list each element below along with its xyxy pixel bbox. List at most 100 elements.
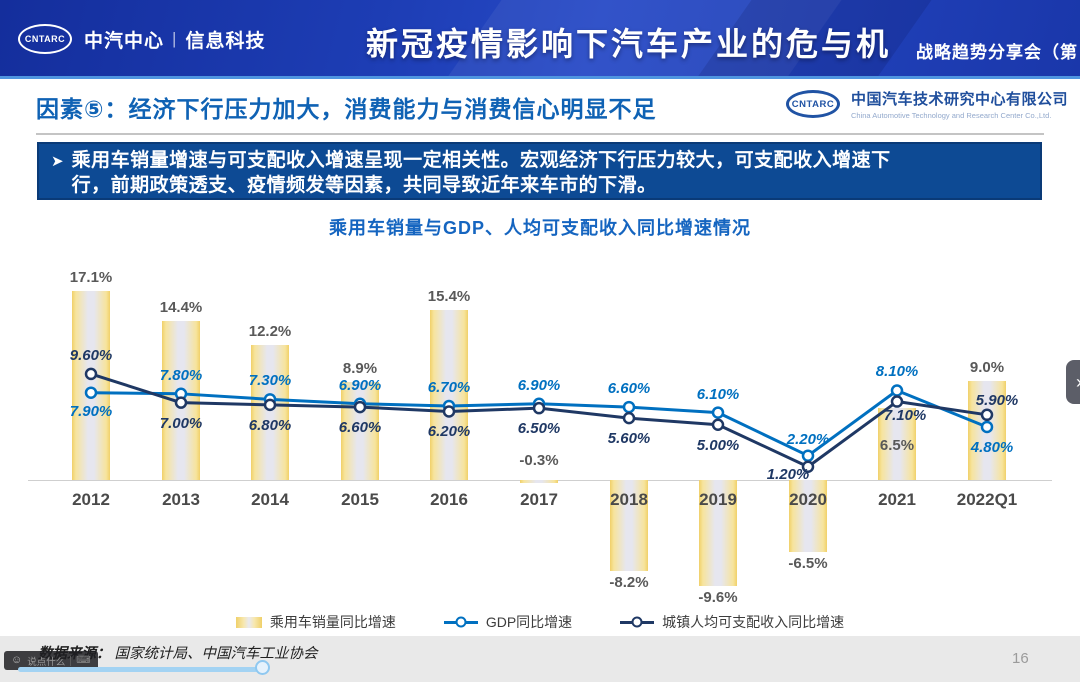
legend-item-income: 城镇人均可支配收入同比增速 xyxy=(620,612,844,632)
heading-divider xyxy=(36,133,1044,135)
bar-2017 xyxy=(520,480,558,484)
income-label-2021: 7.10% xyxy=(883,406,927,424)
bar-label-2014: 12.2% xyxy=(248,323,292,341)
keyboard-icon[interactable]: ⌨ xyxy=(76,654,91,666)
gdp-point-2019 xyxy=(711,406,725,419)
legend-label: 城镇人均可支配收入同比增速 xyxy=(662,614,845,630)
bar-label-2020: -6.5% xyxy=(788,554,828,572)
line-series-layer xyxy=(84,367,994,473)
event-name: 战略趋势分享会（第 xyxy=(916,43,1078,62)
divider xyxy=(70,655,72,666)
section-heading: 因素⑤：经济下行压力加大，消费能力与消费信心明显不足 xyxy=(36,96,657,122)
gdp-point-2021 xyxy=(890,384,904,397)
bar-2014 xyxy=(251,345,289,480)
gdp-label-2021: 8.10% xyxy=(875,363,919,381)
bar-label-2018: -8.2% xyxy=(609,573,649,591)
income-label-2013: 7.00% xyxy=(159,414,203,432)
income-point-2021 xyxy=(890,395,904,408)
legend-label: 乘用车销量同比增速 xyxy=(269,614,396,630)
x-tick-2015: 2015 xyxy=(341,490,379,509)
arrow-bullet-icon: ➤ xyxy=(51,153,64,170)
income-label-2014: 6.80% xyxy=(248,416,292,434)
brand-name: 中汽中心 xyxy=(84,30,165,52)
income-label-2012: 9.60% xyxy=(69,346,113,364)
x-tick-2018: 2018 xyxy=(610,490,648,509)
video-progress-bar[interactable] xyxy=(18,667,258,672)
bar-label-2022Q1: 9.0% xyxy=(969,358,1005,376)
danmaku-placeholder[interactable]: 说点什么 xyxy=(27,656,66,668)
x-tick-2014: 2014 xyxy=(251,490,289,509)
next-slide-button[interactable]: › xyxy=(1066,360,1080,404)
brand-separator: | xyxy=(172,29,178,48)
gdp-label-2020: 2.20% xyxy=(786,430,830,448)
gdp-point-2020 xyxy=(801,449,815,462)
bar-2012 xyxy=(72,291,110,480)
brand-dept: 信息科技 xyxy=(185,30,266,52)
line-marker-icon xyxy=(620,616,655,628)
gdp-label-2016: 6.70% xyxy=(427,378,471,396)
bar-swatch-icon xyxy=(235,616,262,628)
bar-2016 xyxy=(430,309,468,480)
key-message-banner: ➤ 乘用车销量增速与可支配收入增速呈现一定相关性。宏观经济下行压力较大，可支配收… xyxy=(37,142,1042,200)
income-label-2020: 1.20% xyxy=(766,465,810,483)
bar-label-2017: -0.3% xyxy=(519,452,559,469)
org-logo-block: CNTARC 中国汽车技术研究中心有限公司 China Automotive T… xyxy=(786,88,1068,120)
video-progress-handle[interactable] xyxy=(255,660,270,675)
gdp-label-2014: 7.30% xyxy=(248,372,292,390)
bar-label-2021: 6.5% xyxy=(879,437,915,454)
income-point-2013 xyxy=(174,396,188,409)
income-label-2019: 5.00% xyxy=(696,436,740,454)
x-tick-2017: 2017 xyxy=(520,490,558,509)
income-label-2022Q1: 5.90% xyxy=(975,391,1019,409)
gdp-label-2013: 7.80% xyxy=(159,366,203,384)
chart-legend: 乘用车销量同比增速 GDP同比增速 城镇人均可支配收入同比增速 xyxy=(30,612,1050,632)
gdp-point-2022Q1 xyxy=(980,420,994,434)
income-point-2022Q1 xyxy=(980,408,994,422)
gdp-label-2019: 6.10% xyxy=(696,385,740,403)
emoji-icon[interactable]: ☺ xyxy=(11,654,23,666)
org-name-cn: 中国汽车技术研究中心有限公司 xyxy=(851,91,1069,108)
legend-item-gdp: GDP同比增速 xyxy=(443,612,572,632)
bar-2021 xyxy=(878,408,916,480)
income-label-2017: 6.50% xyxy=(517,420,561,438)
gdp-label-2018: 6.60% xyxy=(607,380,651,398)
income-point-2015 xyxy=(353,400,367,414)
slide-main-title: 新冠疫情影响下汽车产业的危与机 xyxy=(366,26,892,62)
x-tick-2020: 2020 xyxy=(789,490,827,509)
bar-2019 xyxy=(699,480,737,587)
x-tick-2012: 2012 xyxy=(72,490,110,509)
gdp-label-2015: 6.90% xyxy=(338,376,382,394)
bar-label-2013: 14.4% xyxy=(159,298,203,316)
bar-label-2019: -9.6% xyxy=(698,589,738,607)
income-point-2012 xyxy=(84,367,98,381)
org-name-en: China Automotive Technology and Research… xyxy=(851,111,1052,120)
danmaku-input[interactable]: ☺ 说点什么 ⌨ xyxy=(4,651,98,670)
income-point-2016 xyxy=(442,405,456,418)
bar-label-2016: 15.4% xyxy=(427,287,471,305)
income-point-2020 xyxy=(801,460,815,473)
x-tick-2021: 2021 xyxy=(878,490,916,509)
income-point-2018 xyxy=(622,411,636,425)
header-banner: CNTARC 中汽中心 | 信息科技 新冠疫情影响下汽车产业的危与机 战略趋势分… xyxy=(0,0,1080,79)
gdp-label-2017: 6.90% xyxy=(517,376,561,394)
income-label-2015: 6.60% xyxy=(338,419,382,437)
gdp-label-2022Q1: 4.80% xyxy=(970,438,1014,456)
bar-label-2012: 17.1% xyxy=(69,269,113,287)
x-tick-2016: 2016 xyxy=(430,490,468,509)
cntarc-logo-icon: CNTARC xyxy=(18,24,72,54)
page-number: 16 xyxy=(1012,650,1029,667)
income-label-2016: 6.20% xyxy=(427,423,471,441)
income-label-2018: 5.60% xyxy=(607,430,651,448)
income-point-2014 xyxy=(263,398,277,412)
combo-chart: 2012 2013 2014 2015 2016 2017 2018 2019 2020 2021… xyxy=(0,240,1080,640)
income-point-2019 xyxy=(711,418,725,431)
gdp-point-2012 xyxy=(84,386,98,399)
gdp-label-2012: 7.90% xyxy=(69,402,113,420)
cntarc-logo-icon: CNTARC xyxy=(786,90,840,118)
x-tick-2019: 2019 xyxy=(699,490,737,509)
bar-2020 xyxy=(789,480,827,552)
footer-strip: 数据来源：国家统计局、中国汽车工业协会 ☺ 说点什么 ⌨ 16 xyxy=(0,636,1080,682)
gdp-point-2018 xyxy=(622,400,636,414)
legend-item-bar: 乘用车销量同比增速 xyxy=(235,612,396,632)
